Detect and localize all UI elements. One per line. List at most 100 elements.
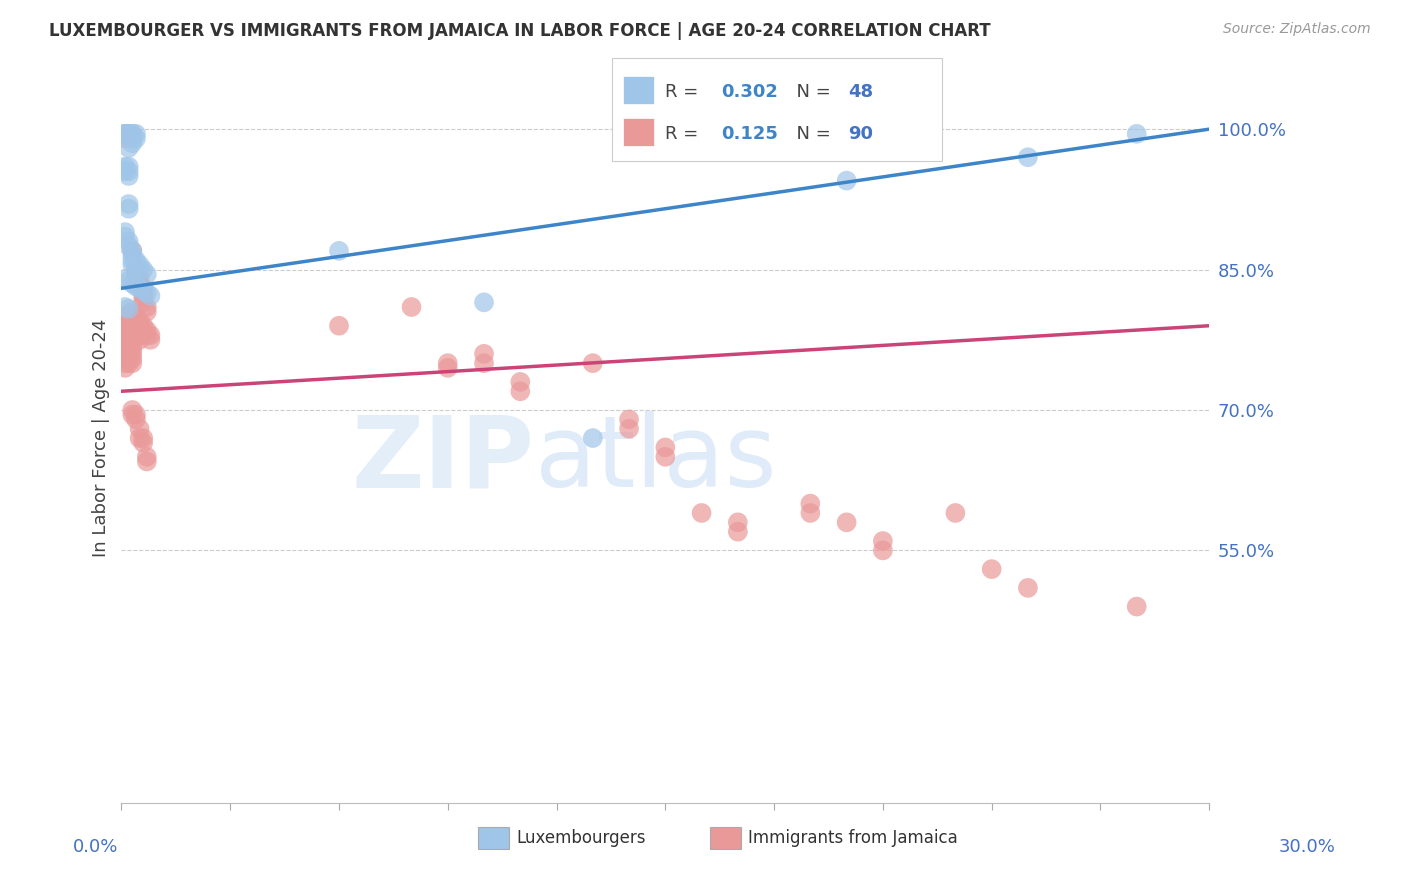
Point [121,323,143,337]
Point [328,318,350,333]
Point [118,310,141,324]
Point [121,314,143,328]
Point [125,323,148,337]
Point [118,333,141,347]
Point [125,262,148,277]
Point [128,281,150,295]
Point [114,127,136,141]
Text: R =: R = [665,83,704,101]
Point [121,304,143,318]
Point [125,127,148,141]
Point [125,328,148,343]
Point [121,127,143,141]
Point [121,403,143,417]
Point [118,202,141,216]
Point [118,164,141,178]
Point [128,333,150,347]
Point [118,141,141,155]
Point [118,127,141,141]
Point [617,412,640,426]
Point [114,229,136,244]
Point [114,323,136,337]
Point [135,304,157,318]
Point [401,300,423,314]
Text: N =: N = [785,125,837,143]
Point [118,356,141,370]
Text: 90: 90 [848,125,873,143]
Point [132,291,155,305]
Point [121,356,143,370]
Point [654,450,676,464]
Point [617,422,640,436]
Point [582,431,605,445]
Point [132,323,155,337]
Point [118,347,141,361]
Point [980,562,1002,576]
Point [118,342,141,356]
Point [121,351,143,366]
Point [128,431,150,445]
Point [114,328,136,343]
Point [121,131,143,145]
Point [799,497,821,511]
Point [132,431,155,445]
Text: atlas: atlas [534,411,776,508]
Text: 0.302: 0.302 [721,83,778,101]
Y-axis label: In Labor Force | Age 20-24: In Labor Force | Age 20-24 [93,318,110,558]
Point [114,360,136,375]
Point [121,258,143,272]
Point [114,347,136,361]
Point [125,314,148,328]
Point [128,422,150,436]
Point [121,408,143,422]
Point [727,524,749,539]
Point [118,314,141,328]
Point [121,328,143,343]
Text: Source: ZipAtlas.com: Source: ZipAtlas.com [1223,22,1371,37]
Point [727,516,749,530]
Point [436,360,458,375]
Point [125,279,148,293]
Point [128,314,150,328]
Point [125,131,148,145]
Text: Immigrants from Jamaica: Immigrants from Jamaica [748,830,957,847]
Text: N =: N = [785,83,837,101]
Point [114,310,136,324]
Point [121,342,143,356]
Point [132,262,155,277]
Point [132,295,155,310]
Point [114,127,136,141]
Point [125,253,148,268]
Point [118,235,141,249]
Point [132,283,155,297]
Point [114,131,136,145]
Point [135,328,157,343]
Point [872,543,894,558]
Point [114,342,136,356]
Point [125,412,148,426]
Point [125,310,148,324]
Point [690,506,713,520]
Point [436,356,458,370]
Point [118,337,141,351]
Text: LUXEMBOURGER VS IMMIGRANTS FROM JAMAICA IN LABOR FORCE | AGE 20-24 CORRELATION C: LUXEMBOURGER VS IMMIGRANTS FROM JAMAICA … [49,22,991,40]
Point [114,337,136,351]
Text: 0.0%: 0.0% [73,838,118,856]
Point [121,127,143,141]
Point [135,285,157,300]
Point [835,516,858,530]
Point [139,328,162,343]
Point [118,351,141,366]
Point [118,160,141,174]
Point [121,333,143,347]
Point [509,375,531,389]
Text: 48: 48 [848,83,873,101]
Point [118,197,141,211]
Point [121,244,143,258]
Point [114,225,136,239]
Point [118,318,141,333]
Point [1125,127,1147,141]
Point [114,164,136,178]
Point [121,318,143,333]
Point [118,301,141,316]
